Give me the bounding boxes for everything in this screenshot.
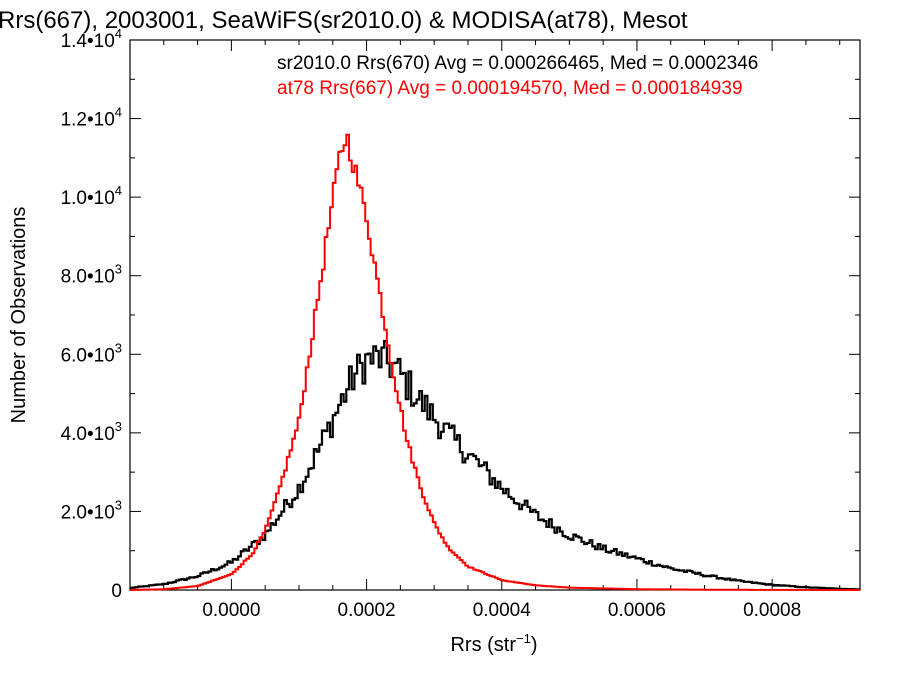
y-tick-label: 1.0•104 [61,183,122,209]
x-tick-label: 0.0004 [473,600,532,621]
x-tick-label: 0.0000 [202,600,260,621]
x-axis-label-end: ) [531,634,538,656]
y-tick-label: 1.2•104 [61,105,122,131]
plot-area: 0.0000 0.0002 0.0004 0.0006 0.0008 0 2.0•103 4.… [61,26,861,621]
x-axis-label-superscript: −1 [516,631,531,646]
legend-entry-sr2010: sr2010.0 Rrs(670) Avg = 0.000266465, Med… [277,53,758,74]
legend-entry-at78: at78 Rrs(667) Avg = 0.000194570, Med = 0… [277,78,743,99]
series-sr2010-histogram [130,339,860,591]
x-tick-label: 0.0002 [338,600,396,621]
x-tick-label: 0.0006 [608,600,666,621]
chart-title: Rrs(667), 2003001, SeaWiFS(sr2010.0) & M… [0,7,688,34]
y-tick-label: 0 [111,581,122,602]
y-tick-label: 2.0•103 [61,497,122,523]
y-tick-label: 6.0•103 [61,340,122,366]
x-axis-label-main: Rrs (str [450,634,516,656]
y-tick-label: 4.0•103 [61,419,122,445]
y-tick-label: 1.4•104 [61,26,122,52]
series-at78-histogram [130,133,860,591]
y-axis-label: Number of Observations [8,207,30,424]
y-tick-label: 8.0•103 [61,262,122,288]
x-axis-label: Rrs (str−1) [450,631,537,656]
legend: sr2010.0 Rrs(670) Avg = 0.000266465, Med… [277,53,758,99]
x-tick-label: 0.0008 [743,600,801,621]
